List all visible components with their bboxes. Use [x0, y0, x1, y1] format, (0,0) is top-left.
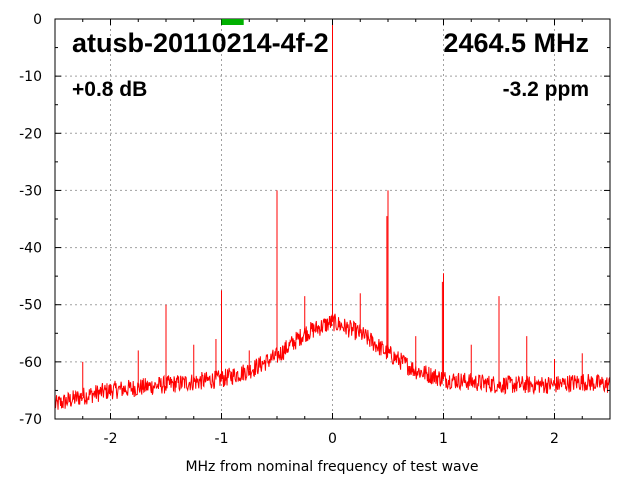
x-tick-label: 1 [439, 431, 448, 447]
frequency-label: 2464.5 MHz [443, 28, 589, 58]
frequency-marker [221, 19, 244, 25]
gain-label: +0.8 dB [72, 78, 147, 101]
x-tick-label: -2 [104, 431, 118, 447]
x-tick-label: 0 [328, 431, 337, 447]
y-tick-label: -30 [19, 183, 42, 199]
y-tick-label: -70 [19, 412, 42, 428]
y-tick-label: -40 [19, 241, 42, 257]
y-tick-label: -20 [19, 126, 42, 142]
axis-ticks: -2 -1 0 1 20-10-20-30-40-50-60-70 [19, 12, 611, 447]
x-tick-label: 2 [550, 431, 559, 447]
chart-title: atusb-20110214-4f-2 [72, 28, 329, 58]
y-tick-label: -50 [19, 298, 42, 314]
spectrum-trace [54, 19, 611, 410]
y-tick-label: 0 [33, 12, 42, 28]
ppm-label: -3.2 ppm [503, 78, 589, 101]
y-tick-label: -60 [19, 355, 42, 371]
x-axis-label: MHz from nominal frequency of test wave [185, 459, 478, 475]
y-tick-label: -10 [19, 69, 42, 85]
x-tick-label: -1 [215, 431, 229, 447]
